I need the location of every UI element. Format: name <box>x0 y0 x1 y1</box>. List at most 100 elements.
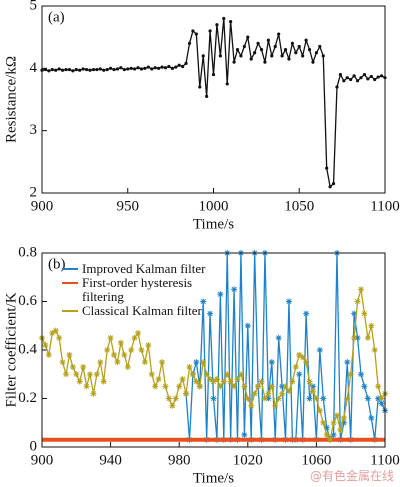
marker <box>355 79 360 83</box>
marker <box>361 383 368 390</box>
marker <box>244 322 251 329</box>
marker <box>330 431 337 438</box>
marker <box>220 378 227 385</box>
marker <box>330 419 337 426</box>
marker <box>121 351 128 358</box>
x-tick-label: 1020 <box>233 452 263 468</box>
marker <box>97 359 104 366</box>
marker <box>313 395 320 402</box>
marker <box>205 94 209 98</box>
marker <box>49 330 56 337</box>
marker <box>90 390 97 397</box>
marker <box>143 66 147 70</box>
marker <box>344 359 351 366</box>
marker <box>162 383 169 390</box>
marker <box>208 29 212 33</box>
marker <box>280 54 284 58</box>
marker <box>256 41 260 46</box>
x-tick-label: 1050 <box>284 198 314 214</box>
marker <box>351 310 358 317</box>
marker <box>344 395 351 402</box>
marker <box>342 79 346 83</box>
marker <box>153 66 157 70</box>
legend: Improved Kalman filter First-order hyster… <box>62 262 222 318</box>
marker <box>167 64 171 69</box>
x-tick-label: 1100 <box>370 452 399 468</box>
marker <box>67 67 72 72</box>
marker <box>253 51 257 55</box>
marker <box>165 395 172 402</box>
marker <box>275 334 282 341</box>
marker <box>105 67 109 72</box>
y-tick-label: 0.2 <box>18 390 37 406</box>
marker <box>225 82 229 86</box>
y-axis-label: Resistance/kΩ <box>3 56 19 143</box>
marker <box>292 363 299 370</box>
marker <box>368 322 375 329</box>
marker <box>179 376 186 383</box>
x-tick-label: 900 <box>31 452 54 468</box>
marker <box>211 72 216 77</box>
marker <box>191 29 195 33</box>
marker <box>52 327 59 334</box>
y-tick-label: 0.8 <box>18 244 37 260</box>
marker <box>368 414 375 421</box>
marker <box>316 347 323 353</box>
marker <box>301 54 305 58</box>
marker <box>227 378 234 385</box>
marker <box>296 351 303 358</box>
marker <box>316 407 323 414</box>
marker <box>345 76 349 80</box>
marker <box>296 371 303 378</box>
marker <box>268 383 275 390</box>
marker <box>131 334 138 341</box>
marker <box>285 298 292 305</box>
marker <box>331 182 336 186</box>
marker <box>261 395 268 402</box>
marker <box>307 48 312 52</box>
marker <box>366 77 370 81</box>
marker <box>84 67 89 72</box>
legend-label: First-order hysteresis filtering <box>82 275 193 304</box>
panel-label: (b) <box>48 256 66 272</box>
marker <box>231 383 238 390</box>
marker <box>174 65 178 69</box>
marker <box>234 376 241 383</box>
marker <box>277 32 281 36</box>
marker <box>369 74 373 79</box>
marker <box>311 60 315 64</box>
marker <box>241 431 248 438</box>
marker <box>93 371 100 378</box>
marker <box>290 41 294 46</box>
marker <box>340 419 347 426</box>
marker <box>176 383 183 390</box>
marker <box>279 390 286 397</box>
marker <box>321 54 325 58</box>
data-line <box>41 18 386 189</box>
marker <box>81 67 85 71</box>
marker <box>249 57 253 61</box>
marker <box>323 431 330 438</box>
plot-frame <box>41 252 386 448</box>
panel-label: (a) <box>48 9 65 25</box>
marker <box>177 63 181 67</box>
marker <box>275 395 282 402</box>
marker <box>272 402 279 409</box>
marker <box>337 427 344 434</box>
y-tick-label: 2 <box>30 184 38 200</box>
marker <box>91 67 96 72</box>
marker <box>112 67 116 72</box>
marker <box>354 334 361 341</box>
marker <box>335 85 339 89</box>
y-tick-label: 0.6 <box>18 293 37 309</box>
marker <box>255 383 262 390</box>
marker <box>187 41 192 46</box>
legend-label: Improved Kalman filter <box>82 261 206 276</box>
marker <box>349 77 353 82</box>
marker <box>102 68 106 72</box>
marker <box>251 390 258 397</box>
marker <box>347 371 354 378</box>
marker <box>259 48 264 52</box>
